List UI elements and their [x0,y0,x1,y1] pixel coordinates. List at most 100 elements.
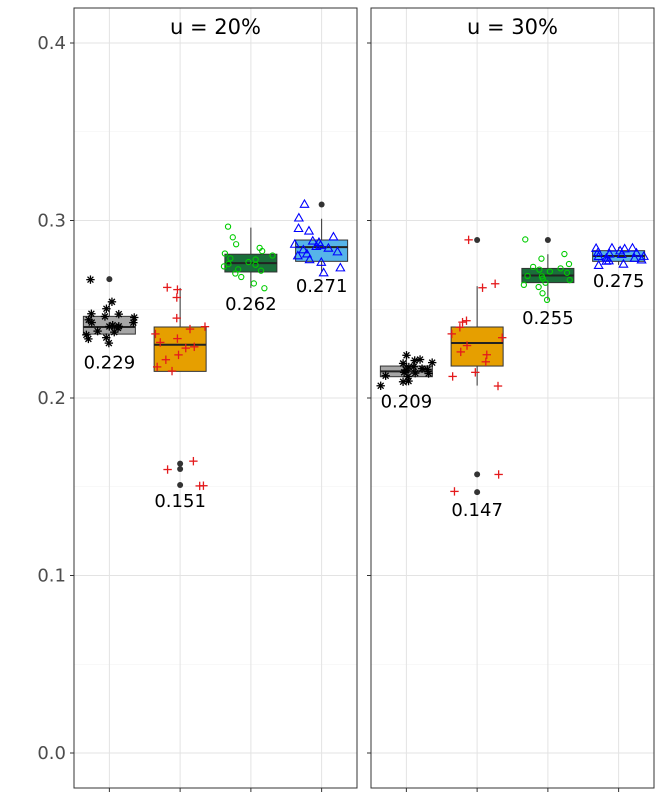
box-1: 0.229 [82,275,139,374]
point-marker [250,280,258,287]
point-marker [87,309,96,318]
point-marker [82,330,91,340]
panel-title: u = 20% [170,15,261,39]
data-label: 0.262 [225,294,277,315]
point-marker [481,357,490,367]
box-2: 0.147 [447,235,507,521]
point-marker [398,377,408,386]
point-marker [199,481,208,490]
box-iqr [153,326,207,372]
point-marker [627,242,638,252]
box-1: 0.209 [376,351,437,413]
outlier-point [106,276,113,283]
point-marker [93,326,102,336]
point-marker [151,329,160,339]
point-marker [450,487,459,496]
box-4: 0.275 [590,242,649,292]
point-marker [130,313,139,322]
point-marker [129,318,138,327]
point-marker [102,333,111,342]
point-marker [604,248,615,258]
point-marker [455,323,465,332]
point-marker [538,255,545,262]
point-marker [538,273,546,280]
point-marker [332,246,343,256]
box-4: 0.271 [289,198,349,297]
point-marker [447,329,456,339]
point-marker [252,256,259,263]
point-marker [173,334,182,343]
point-marker [316,256,327,266]
point-marker [84,315,93,324]
outlier-point [177,466,184,472]
point-marker [490,279,500,288]
data-label: 0.151 [154,491,206,512]
point-marker [638,250,649,260]
data-label: 0.229 [84,353,136,374]
panel-2: u = 30% 0.209 0.147 0.255 0.275 [367,7,655,792]
outlier-point [318,201,325,208]
point-marker [410,356,419,365]
point-marker [299,198,310,208]
point-marker [614,245,626,255]
outlier-point [177,481,184,488]
point-marker [536,266,543,273]
point-marker [293,212,304,222]
data-label: 0.275 [593,271,645,292]
point-marker [462,316,471,325]
y-tick-label: 0.2 [37,388,66,409]
point-marker [415,355,425,364]
outlier-point [177,460,184,467]
point-marker [173,285,182,294]
y-tick-label: 0.0 [37,743,66,764]
point-marker [619,243,630,253]
point-marker [161,355,171,364]
point-marker [172,313,181,323]
point-marker [189,456,198,466]
point-marker [227,255,234,262]
point-marker [493,381,503,391]
point-marker [618,258,629,268]
point-marker [110,327,119,337]
point-marker [86,275,95,284]
point-marker [464,235,473,245]
point-marker [225,260,232,268]
point-marker [462,341,472,350]
point-marker [411,368,420,378]
point-marker [167,366,177,376]
point-marker [471,368,480,377]
outlier-point [474,489,481,496]
outlier-point [474,471,481,478]
y-tick-label: 0.3 [37,211,66,232]
panel-title: u = 30% [467,15,558,39]
point-marker [546,268,554,275]
point-marker [100,312,110,321]
point-marker [606,242,618,252]
point-marker [107,297,117,307]
point-marker [185,324,195,334]
point-marker [318,267,329,277]
data-label: 0.147 [451,500,503,521]
point-marker [224,223,232,230]
box-3: 0.255 [520,236,575,329]
point-marker [163,465,172,474]
point-marker [238,273,245,281]
point-marker [494,470,503,479]
point-marker [232,270,239,277]
data-label: 0.209 [381,392,433,413]
point-marker [289,238,300,248]
point-marker [557,265,564,272]
point-marker [590,242,602,252]
point-marker [565,260,573,268]
point-marker [529,263,537,271]
point-marker [234,266,242,273]
point-marker [298,244,309,254]
point-marker [423,365,432,374]
point-marker [398,359,408,368]
point-marker [593,260,604,270]
point-marker [304,254,315,264]
outlier-point [544,237,551,244]
point-marker [376,381,385,390]
point-marker [328,231,339,241]
point-marker [307,235,318,245]
